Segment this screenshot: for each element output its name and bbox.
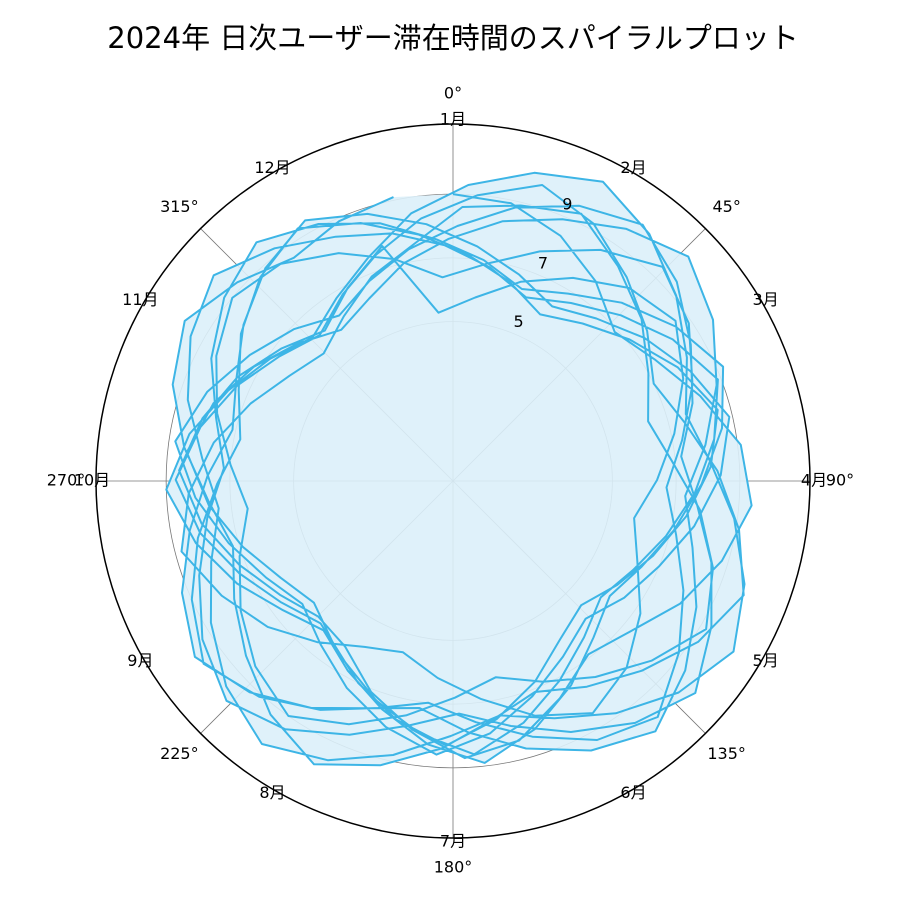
angular-tick-label: 45° (712, 197, 740, 216)
month-label: 4月 (801, 471, 827, 490)
radial-tick-label: 5 (513, 312, 523, 331)
month-label: 7月 (440, 832, 466, 851)
month-label: 11月 (122, 290, 158, 309)
angular-tick-label: 180° (434, 858, 473, 877)
angular-tick-label: 225° (160, 744, 199, 763)
month-label: 9月 (127, 651, 153, 670)
angular-tick-label: 135° (707, 744, 746, 763)
month-label: 1月 (440, 110, 466, 129)
chart-title: 2024年 日次ユーザー滞在時間のスパイラルプロット (107, 21, 798, 55)
radial-tick-label: 9 (562, 194, 572, 213)
month-label: 12月 (254, 158, 290, 177)
angular-tick-label: 0° (444, 84, 462, 103)
angular-tick-label: 315° (160, 197, 199, 216)
month-label: 8月 (259, 783, 285, 802)
polar-frame (95, 123, 811, 839)
month-label: 6月 (620, 783, 646, 802)
month-label: 5月 (753, 651, 779, 670)
angular-tick-label: 270° (47, 471, 86, 490)
radial-tick-label: 7 (538, 253, 548, 272)
month-label: 2月 (620, 158, 646, 177)
month-label: 3月 (753, 290, 779, 309)
month-label: 10月 (74, 471, 110, 490)
spiral-line (165, 171, 753, 767)
angular-tick-label: 90° (826, 471, 854, 490)
